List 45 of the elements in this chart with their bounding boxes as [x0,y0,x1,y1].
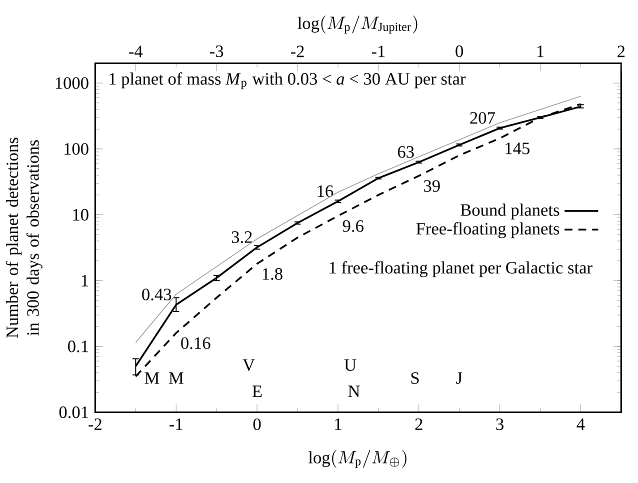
annotation: 1 planet of mass M$_{p}$ with 0.03 < a < 30 AU per star [110,72,466,89]
y-tick-label: 0.1 [68,340,88,352]
x2-tick-label: -3 [210,45,224,57]
y-tick-label: 10 [73,208,88,220]
y-tick-label: 1000 [56,77,88,89]
x-tick-label: 2 [415,418,422,430]
x-tick-label: 3 [496,418,504,430]
x2-tick-label: 0 [456,45,463,57]
x-axis-title: $\log(M_\mathrm{p}/M_\oplus)$ [308,450,406,468]
data-label: 1.8 [262,268,282,280]
data-label: 3.2 [232,231,252,243]
data-label: 0.16 [181,337,210,349]
legend-label: Bound planets [460,203,560,220]
x-tick-label: -2 [88,418,102,430]
annotation: J [456,372,462,384]
y-tick-label: 1 [82,274,88,286]
annotation: E [252,385,262,397]
annotation: V [242,359,255,371]
data-label: 63 [398,146,414,158]
annotation: 1 free-floating planet per Galactic star [330,260,592,277]
x2-tick-label: -1 [372,45,385,57]
annotation: U [344,359,356,371]
x-tick-label: 1 [335,418,342,430]
annotation: S [411,372,419,384]
annotation: M [144,372,160,384]
y-tick-label: 0.01 [59,406,88,418]
legend-label: Free-floating planets [416,222,560,238]
data-label: 207 [470,112,495,124]
x2-axis-title: $\log(M_\mathrm{p}/M_\mathrm{Jupiter})$ [298,15,418,34]
x2-tick-label: 1 [537,45,544,57]
x2-tick-label: 2 [618,45,625,57]
x-tick-label: 0 [253,418,261,430]
data-label: 16 [318,185,334,197]
x-tick-label: 4 [576,418,585,430]
y-axis-title: Number of planet detections in 300 days of observations [6,138,42,338]
annotation: N [348,385,360,397]
data-label: 0.43 [142,288,172,300]
y-tick-label: 100 [64,142,88,155]
data-label: 145 [506,142,530,154]
annotation: M [169,372,184,384]
data-label: 39 [424,180,440,192]
data-label: 9.6 [342,220,364,232]
x2-tick-label: -2 [290,45,304,57]
x-tick-label: -1 [170,418,182,430]
x2-tick-label: -4 [129,45,143,57]
